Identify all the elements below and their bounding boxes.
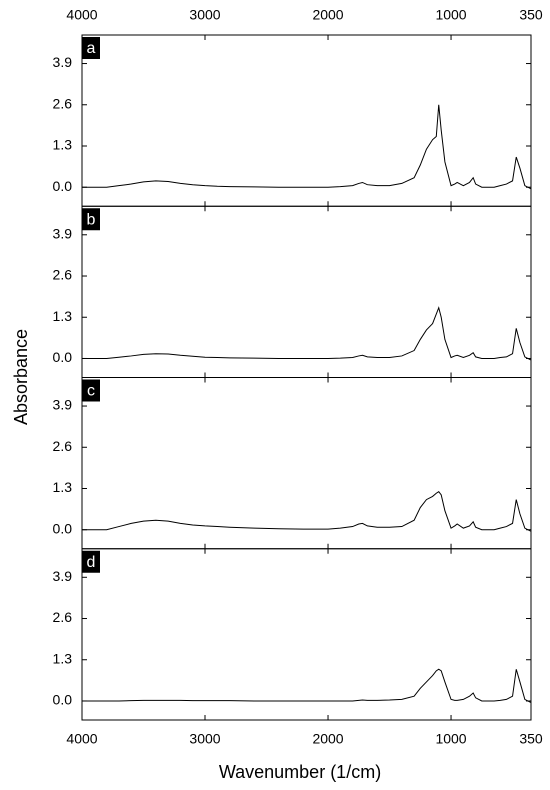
x-tick-label-top: 4000 xyxy=(66,7,97,23)
x-tick-label: 350 xyxy=(519,731,543,747)
panel-label-box xyxy=(82,208,100,231)
y-tick-label: 0.0 xyxy=(53,349,73,365)
panel-label: c xyxy=(87,383,95,400)
y-tick-label: 2.6 xyxy=(53,267,73,283)
y-tick-label: 1.3 xyxy=(53,137,73,153)
y-tick-label: 3.9 xyxy=(53,397,73,413)
y-tick-label: 3.9 xyxy=(53,568,73,584)
y-tick-label: 2.6 xyxy=(53,609,73,625)
panel-label: a xyxy=(87,40,96,57)
x-tick-label: 2000 xyxy=(312,731,343,747)
spectrum-line xyxy=(82,491,532,532)
spectrum-line xyxy=(82,104,532,190)
panel-label-box xyxy=(82,379,100,402)
y-tick-label: 1.3 xyxy=(53,650,73,666)
plot-frame xyxy=(81,34,532,207)
spectrum-line xyxy=(82,668,532,704)
x-axis-title: Wavenumber (1/cm) xyxy=(219,762,381,782)
x-tick-label-top: 1000 xyxy=(435,7,466,23)
y-tick-label: 0.0 xyxy=(53,178,73,194)
y-axis-title: Absorbance xyxy=(11,329,31,425)
y-tick-label: 1.3 xyxy=(53,479,73,495)
panel-label: d xyxy=(87,554,96,571)
plot-frame xyxy=(81,548,532,721)
y-tick-label: 0.0 xyxy=(53,692,73,708)
x-tick-label-top: 3000 xyxy=(189,7,220,23)
y-tick-label: 0.0 xyxy=(53,520,73,536)
panel-label: b xyxy=(87,211,96,228)
spectrum-line xyxy=(82,306,532,361)
x-tick-label-top: 350 xyxy=(519,7,543,23)
plot-frame xyxy=(81,377,532,550)
x-tick-label: 1000 xyxy=(435,731,466,747)
y-tick-label: 3.9 xyxy=(53,225,73,241)
panel-label-box xyxy=(82,550,100,573)
y-tick-label: 2.6 xyxy=(53,438,73,454)
panel-label-box xyxy=(82,37,100,59)
x-tick-label: 4000 xyxy=(66,731,97,747)
y-tick-label: 1.3 xyxy=(53,308,73,324)
y-tick-label: 2.6 xyxy=(53,95,73,111)
x-tick-label-top: 2000 xyxy=(312,7,343,23)
x-tick-label: 3000 xyxy=(189,731,220,747)
plot-frame xyxy=(81,205,532,378)
y-tick-label: 3.9 xyxy=(53,54,73,70)
